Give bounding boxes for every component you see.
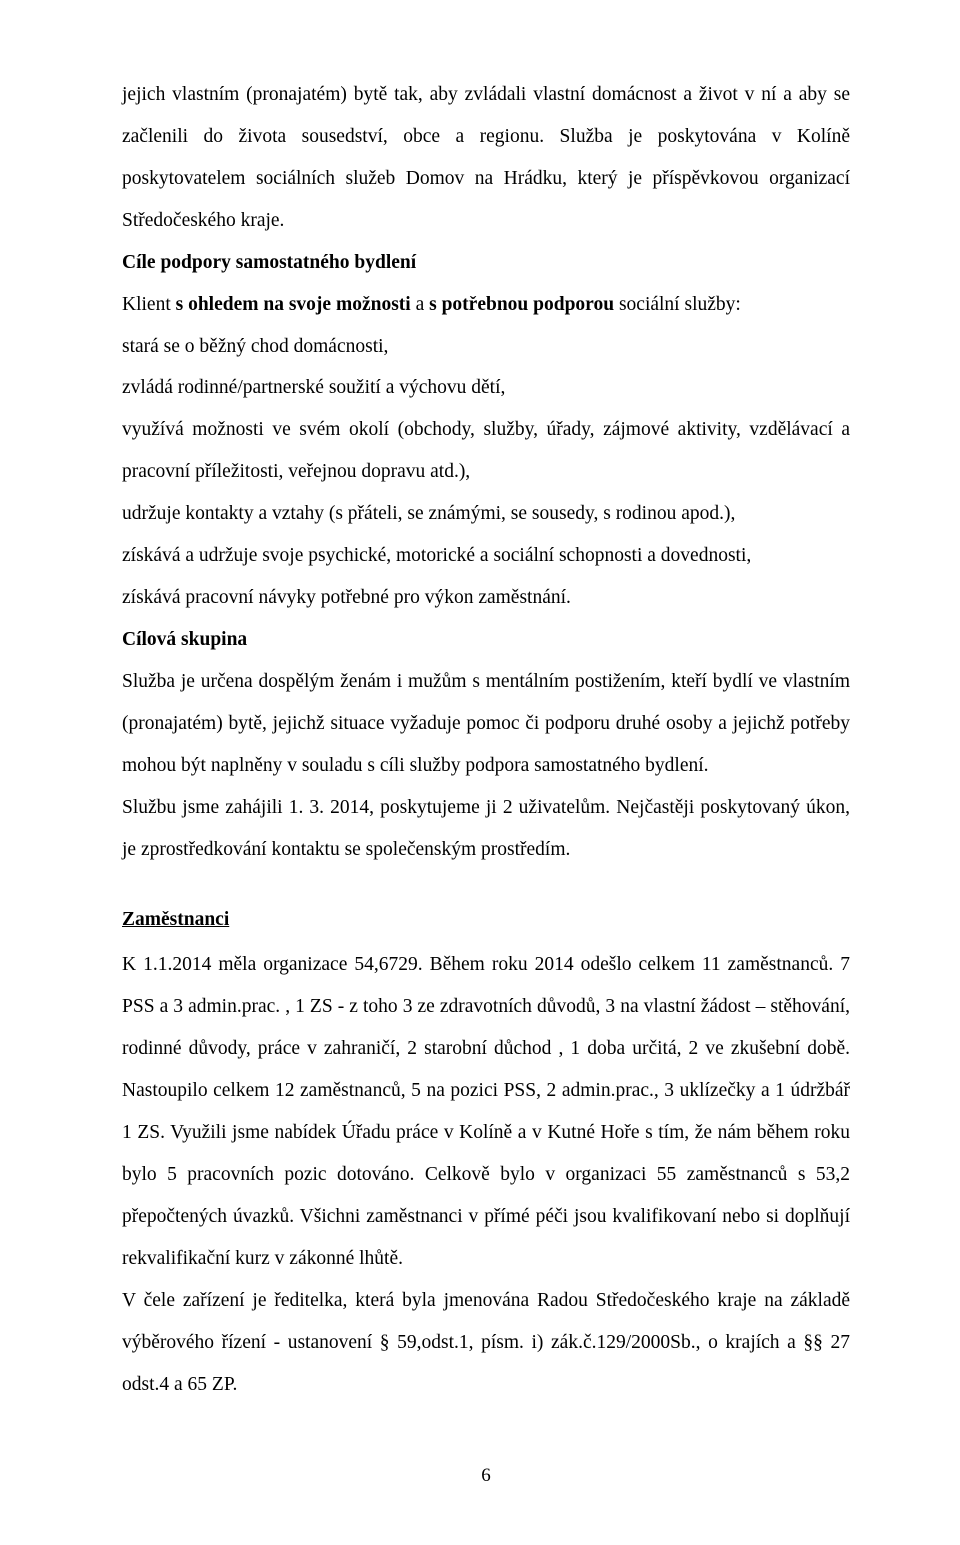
cile-item: udržuje kontakty a vztahy (s přáteli, se…: [122, 493, 850, 535]
page-number: 6: [122, 1466, 850, 1485]
text-fragment-bold: s ohledem na svoje možnosti: [176, 294, 411, 315]
skupina-paragraph: Služba je určena dospělým ženám i mužům …: [122, 661, 850, 787]
heading-zamestnanci: Zaměstnanci: [122, 899, 850, 941]
heading-skupina: Cílová skupina: [122, 619, 850, 661]
cile-item: využívá možnosti ve svém okolí (obchody,…: [122, 409, 850, 493]
text-fragment: Klient: [122, 294, 176, 315]
text-fragment: a: [411, 294, 429, 315]
document-page: jejich vlastním (pronajatém) bytě tak, a…: [0, 0, 960, 1545]
zam-paragraph-2: V čele zařízení je ředitelka, která byla…: [122, 1280, 850, 1406]
cile-intro-line: Klient s ohledem na svoje možnosti a s p…: [122, 284, 850, 326]
cile-item: získává pracovní návyky potřebné pro výk…: [122, 577, 850, 619]
cile-item: stará se o běžný chod domácnosti,: [122, 326, 850, 368]
sluzba-start-paragraph: Službu jsme zahájili 1. 3. 2014, poskytu…: [122, 787, 850, 871]
cile-item: získává a udržuje svoje psychické, motor…: [122, 535, 850, 577]
text-fragment-bold: s potřebnou podporou: [429, 294, 614, 315]
intro-paragraph: jejich vlastním (pronajatém) bytě tak, a…: [122, 74, 850, 242]
text-fragment: sociální služby:: [614, 294, 741, 315]
cile-item: zvládá rodinné/partnerské soužití a vých…: [122, 367, 850, 409]
zam-paragraph-1: K 1.1.2014 měla organizace 54,6729. Běhe…: [122, 944, 850, 1279]
heading-cile: Cíle podpory samostatného bydlení: [122, 242, 850, 284]
